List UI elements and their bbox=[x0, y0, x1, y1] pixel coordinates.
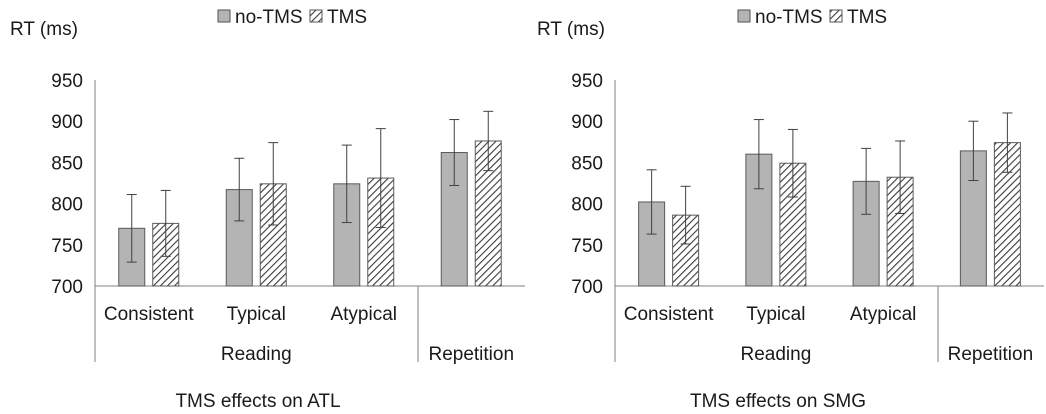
y-tick-label: 800 bbox=[571, 195, 603, 216]
y-axis-label: RT (ms) bbox=[10, 19, 78, 40]
x-tick-label: Consistent bbox=[624, 304, 714, 325]
legend: no-TMS TMS bbox=[737, 7, 887, 28]
group-label: Reading bbox=[740, 344, 811, 365]
x-tick-label: Typical bbox=[746, 304, 805, 325]
y-tick-label: 950 bbox=[51, 71, 83, 92]
y-tick-label: 700 bbox=[571, 277, 603, 298]
chart-panel-2: RT (ms) no-TMS TMS 700 750 800 850 900 950 Consis… bbox=[537, 7, 1044, 412]
x-tick-label: Atypical bbox=[330, 304, 397, 325]
legend-swatch-no-tms bbox=[217, 9, 231, 23]
chart-panel-1: RT (ms) no-TMS TMS 700 750 800 850 900 950 Consis… bbox=[10, 7, 525, 412]
y-tick-label: 900 bbox=[51, 112, 83, 133]
chart-title: TMS effects on SMG bbox=[690, 391, 866, 412]
group-label: Reading bbox=[221, 344, 292, 365]
y-tick-label: 700 bbox=[51, 277, 83, 298]
y-axis-label: RT (ms) bbox=[537, 19, 605, 40]
y-tick-label: 750 bbox=[51, 236, 83, 257]
y-tick-label: 900 bbox=[571, 112, 603, 133]
legend-label: no-TMS bbox=[235, 7, 303, 28]
legend-label: TMS bbox=[327, 7, 367, 28]
legend-label: no-TMS bbox=[755, 7, 823, 28]
x-tick-label: Consistent bbox=[104, 304, 194, 325]
y-tick-label: 800 bbox=[51, 195, 83, 216]
y-tick-label: 850 bbox=[51, 153, 83, 174]
x-tick-label: Atypical bbox=[850, 304, 917, 325]
x-tick-label: Typical bbox=[227, 304, 286, 325]
legend-swatch-tms bbox=[309, 9, 323, 23]
legend: no-TMS TMS bbox=[217, 7, 367, 28]
y-tick-label: 950 bbox=[571, 71, 603, 92]
legend-swatch-tms bbox=[829, 9, 843, 23]
y-tick-label: 750 bbox=[571, 236, 603, 257]
x-tick-label: Repetition bbox=[948, 344, 1034, 365]
y-tick-label: 850 bbox=[571, 153, 603, 174]
chart-title: TMS effects on ATL bbox=[175, 391, 340, 412]
x-tick-label: Repetition bbox=[428, 344, 514, 365]
legend-label: TMS bbox=[847, 7, 887, 28]
legend-swatch-no-tms bbox=[737, 9, 751, 23]
